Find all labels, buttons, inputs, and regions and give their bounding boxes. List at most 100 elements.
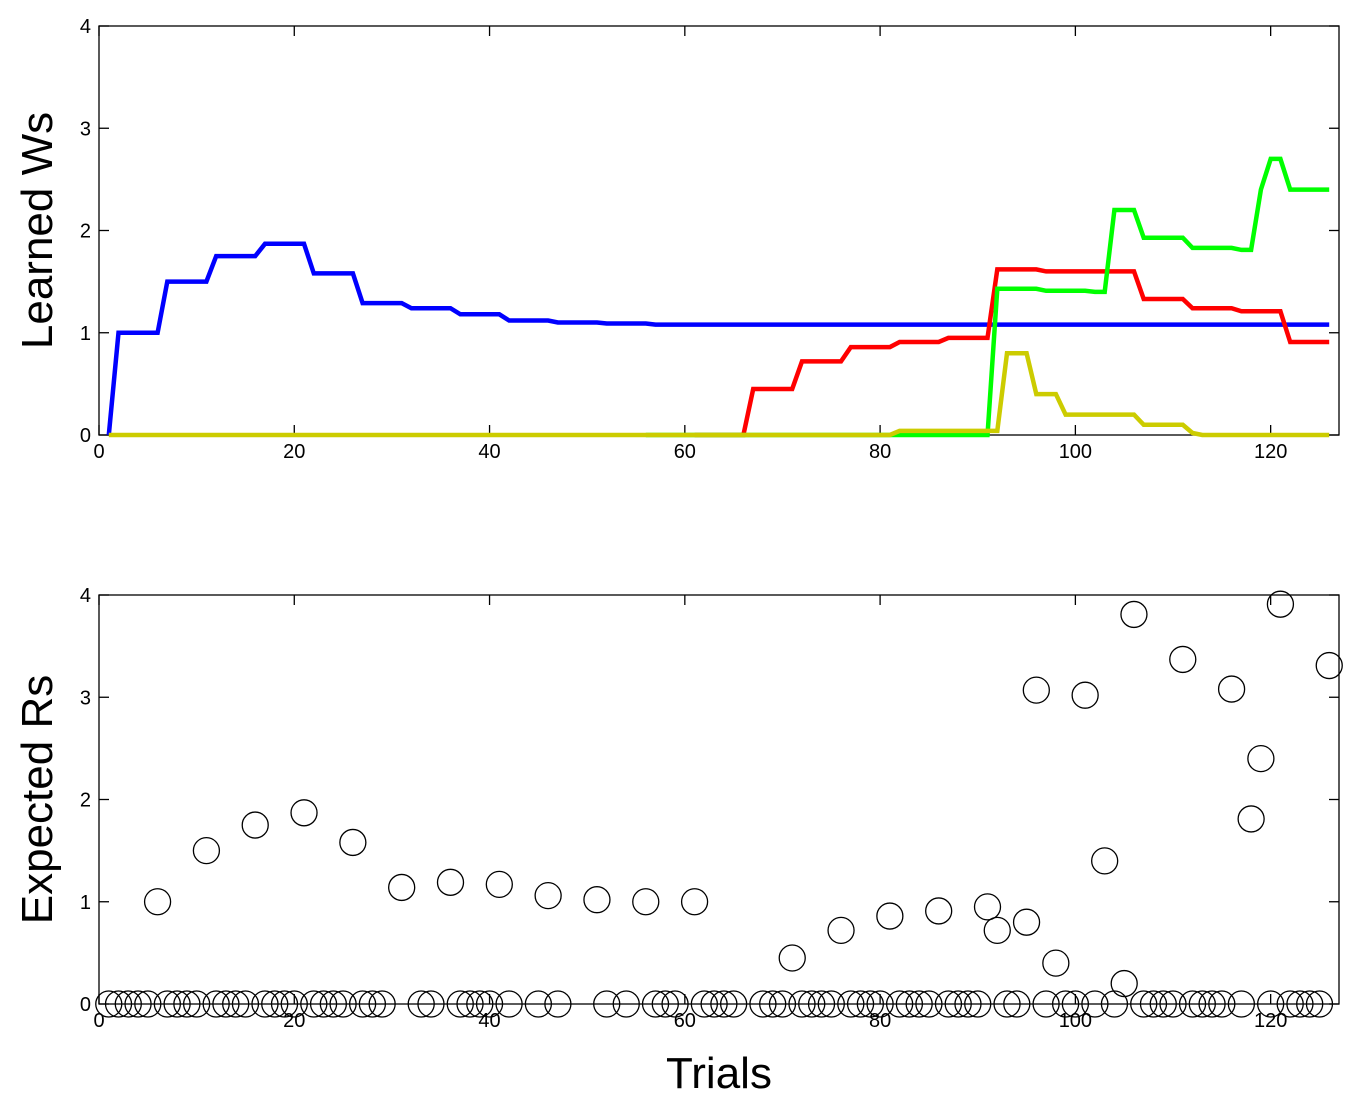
data-point <box>798 990 826 1018</box>
data-point <box>270 990 299 1018</box>
data-point <box>1051 990 1080 1018</box>
data-point <box>1178 990 1207 1018</box>
data-point <box>456 990 484 1018</box>
y-axis-title: Learned Ws <box>13 112 62 349</box>
data-point <box>954 990 982 1018</box>
data-point <box>1296 990 1324 1018</box>
x-tick-label: 60 <box>674 441 696 463</box>
data-point <box>309 990 338 1018</box>
data-point <box>1257 990 1285 1018</box>
y-tick-label: 0 <box>80 425 91 447</box>
data-point <box>612 990 640 1018</box>
data-point <box>993 990 1021 1018</box>
series-line-0 <box>106 241 1330 436</box>
y-tick-label: 1 <box>80 892 91 914</box>
data-point <box>837 990 865 1018</box>
learned-ws-panel: 0 20 40 60 80 100 120 0 1 2 3 4 Learned Ws <box>13 16 1340 463</box>
data-point <box>339 828 367 857</box>
data-point <box>368 990 396 1018</box>
data-point <box>524 990 553 1018</box>
data-point <box>104 990 133 1018</box>
y-tick-label: 2 <box>80 790 91 812</box>
data-point <box>749 990 777 1018</box>
y-axis-title: Expected Rs <box>13 675 62 924</box>
data-point <box>1091 847 1119 875</box>
data-point <box>680 888 709 916</box>
data-point <box>173 990 201 1018</box>
data-point <box>251 990 279 1018</box>
data-point <box>866 990 894 1018</box>
data-point <box>192 836 221 865</box>
data-point <box>964 990 992 1018</box>
x-tick-label: 0 <box>93 441 104 463</box>
data-point <box>163 990 191 1018</box>
data-point <box>973 893 1002 921</box>
data-point <box>1149 990 1177 1018</box>
data-point <box>632 888 660 916</box>
data-point <box>495 990 523 1018</box>
data-point <box>446 990 474 1018</box>
data-point <box>143 888 172 916</box>
y-tick-label: 0 <box>80 994 91 1016</box>
data-point <box>944 990 972 1018</box>
data-point <box>1188 990 1216 1018</box>
data-point <box>876 902 904 930</box>
data-point <box>114 990 142 1018</box>
data-point <box>1071 681 1099 709</box>
data-point <box>544 990 572 1018</box>
series-line-1 <box>694 267 1330 438</box>
data-point <box>817 990 845 1018</box>
data-point <box>885 990 914 1018</box>
x-tick-label: 20 <box>283 441 305 463</box>
data-point <box>1237 805 1265 833</box>
data-point <box>846 990 875 1018</box>
data-point <box>231 990 260 1018</box>
data-point <box>124 990 152 1018</box>
data-point <box>895 990 924 1018</box>
data-point <box>788 990 816 1018</box>
data-point <box>436 868 465 896</box>
data-point <box>358 990 387 1018</box>
data-point <box>856 990 884 1018</box>
data-point <box>485 870 513 899</box>
data-point <box>300 990 328 1018</box>
data-point <box>417 990 445 1018</box>
series-line-3 <box>108 350 1330 438</box>
data-point <box>1061 990 1090 1018</box>
y-tick-label: 3 <box>80 118 91 140</box>
data-point <box>1315 651 1343 680</box>
y-tick-label: 4 <box>80 16 91 38</box>
data-point <box>1227 990 1256 1018</box>
x-tick-label: 60 <box>674 1010 696 1032</box>
x-tick-label: 100 <box>1059 441 1092 463</box>
data-point <box>1130 990 1158 1018</box>
data-point <box>1012 908 1041 936</box>
data-point <box>759 990 787 1018</box>
data-point <box>915 990 943 1018</box>
data-point <box>319 990 347 1018</box>
data-point <box>1022 676 1050 704</box>
data-point <box>1208 990 1236 1018</box>
data-point <box>1042 949 1070 977</box>
x-tick-label: 80 <box>869 441 891 463</box>
data-point <box>1198 990 1226 1018</box>
x-tick-label: 0 <box>93 1010 104 1032</box>
data-point <box>475 990 504 1018</box>
x-tick-label: 120 <box>1254 1010 1287 1032</box>
data-point <box>593 990 621 1018</box>
data-point <box>934 990 963 1018</box>
data-point <box>1110 969 1138 998</box>
data-point <box>241 811 269 839</box>
data-point <box>329 990 357 1018</box>
data-point <box>407 990 435 1018</box>
plot-frame <box>98 594 1340 1005</box>
data-point <box>1032 990 1060 1018</box>
data-point <box>700 990 728 1018</box>
data-point <box>768 990 797 1018</box>
data-point <box>1305 990 1334 1018</box>
data-point <box>1286 990 1314 1018</box>
data-point <box>153 990 181 1018</box>
y-tick-label: 4 <box>80 585 91 607</box>
